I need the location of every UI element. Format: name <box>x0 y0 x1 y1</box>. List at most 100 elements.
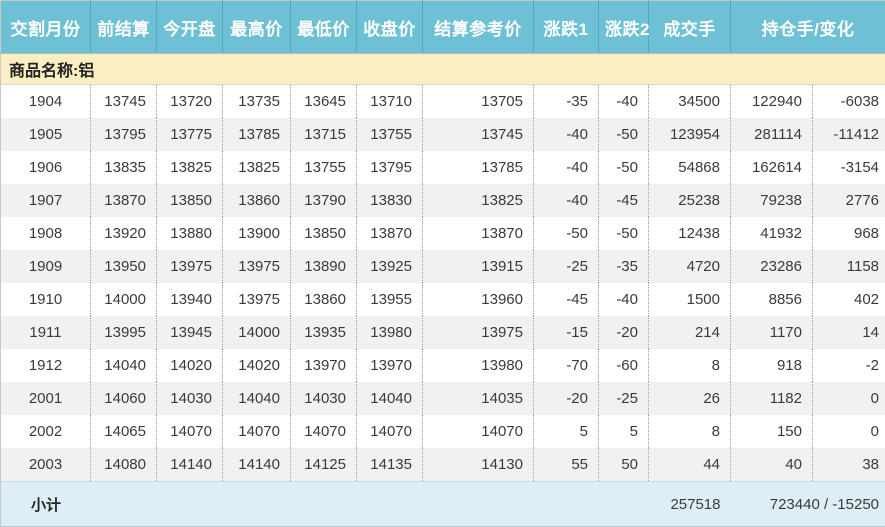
cell-close: 13980 <box>357 316 423 349</box>
cell-close: 13955 <box>357 283 423 316</box>
table-header: 交割月份 前结算 今开盘 最高价 最低价 收盘价 结算参考价 涨跌1 涨跌2 成… <box>1 1 885 54</box>
header-row: 交割月份 前结算 今开盘 最高价 最低价 收盘价 结算参考价 涨跌1 涨跌2 成… <box>1 1 885 54</box>
cell-open: 13940 <box>157 283 223 316</box>
cell-prev-settle: 14080 <box>91 448 157 482</box>
col-header-low[interactable]: 最低价 <box>291 1 357 54</box>
cell-open-interest: 281114 <box>731 118 813 151</box>
cell-change1: -40 <box>534 151 599 184</box>
cell-high: 14070 <box>223 415 291 448</box>
product-name-row: 商品名称:铝 <box>1 54 885 85</box>
table-footer: 小计 257518 723440 / -15250 <box>1 482 885 527</box>
cell-volume: 12438 <box>649 217 731 250</box>
product-name-label: 商品名称:铝 <box>1 54 885 85</box>
cell-volume: 25238 <box>649 184 731 217</box>
cell-low: 13890 <box>291 250 357 283</box>
cell-settle-reference: 13825 <box>423 184 534 217</box>
subtotal-row: 小计 257518 723440 / -15250 <box>1 482 885 527</box>
cell-change2: -50 <box>599 217 649 250</box>
cell-oi-change: 14 <box>813 316 885 349</box>
subtotal-volume: 257518 <box>649 482 731 527</box>
cell-open-interest: 23286 <box>731 250 813 283</box>
cell-delivery-month: 1908 <box>1 217 91 250</box>
cell-high: 13860 <box>223 184 291 217</box>
cell-oi-change: 968 <box>813 217 885 250</box>
cell-prev-settle: 14040 <box>91 349 157 382</box>
cell-settle-reference: 14130 <box>423 448 534 482</box>
col-header-high[interactable]: 最高价 <box>223 1 291 54</box>
cell-settle-reference: 13915 <box>423 250 534 283</box>
cell-prev-settle: 13835 <box>91 151 157 184</box>
cell-close: 13795 <box>357 151 423 184</box>
cell-change2: -40 <box>599 283 649 316</box>
cell-prev-settle: 14060 <box>91 382 157 415</box>
cell-change2: -40 <box>599 85 649 119</box>
cell-change2: -45 <box>599 184 649 217</box>
cell-high: 14040 <box>223 382 291 415</box>
cell-open-interest: 918 <box>731 349 813 382</box>
col-header-change2[interactable]: 涨跌2 <box>599 1 649 54</box>
cell-high: 13825 <box>223 151 291 184</box>
cell-volume: 26 <box>649 382 731 415</box>
col-header-delivery-month[interactable]: 交割月份 <box>1 1 91 54</box>
cell-change1: -15 <box>534 316 599 349</box>
cell-volume: 8 <box>649 349 731 382</box>
cell-open: 13945 <box>157 316 223 349</box>
cell-change1: -25 <box>534 250 599 283</box>
col-header-open[interactable]: 今开盘 <box>157 1 223 54</box>
col-header-open-interest-change[interactable]: 持仓手/变化 <box>731 1 885 54</box>
cell-open-interest: 40 <box>731 448 813 482</box>
cell-high: 13900 <box>223 217 291 250</box>
cell-prev-settle: 13870 <box>91 184 157 217</box>
cell-open: 13850 <box>157 184 223 217</box>
col-header-settle-reference[interactable]: 结算参考价 <box>423 1 534 54</box>
cell-oi-change: -6038 <box>813 85 885 119</box>
cell-low: 13790 <box>291 184 357 217</box>
cell-volume: 123954 <box>649 118 731 151</box>
cell-delivery-month: 1907 <box>1 184 91 217</box>
cell-low: 14070 <box>291 415 357 448</box>
cell-delivery-month: 1912 <box>1 349 91 382</box>
cell-settle-reference: 13980 <box>423 349 534 382</box>
cell-close: 13970 <box>357 349 423 382</box>
col-header-prev-settle[interactable]: 前结算 <box>91 1 157 54</box>
cell-high: 14000 <box>223 316 291 349</box>
col-header-volume[interactable]: 成交手 <box>649 1 731 54</box>
cell-delivery-month: 1906 <box>1 151 91 184</box>
cell-change1: 5 <box>534 415 599 448</box>
cell-change2: -60 <box>599 349 649 382</box>
cell-settle-reference: 13870 <box>423 217 534 250</box>
cell-volume: 34500 <box>649 85 731 119</box>
cell-high: 13785 <box>223 118 291 151</box>
cell-volume: 4720 <box>649 250 731 283</box>
cell-open: 13720 <box>157 85 223 119</box>
cell-low: 13645 <box>291 85 357 119</box>
cell-prev-settle: 13995 <box>91 316 157 349</box>
cell-change2: -20 <box>599 316 649 349</box>
col-header-close[interactable]: 收盘价 <box>357 1 423 54</box>
col-header-change1[interactable]: 涨跌1 <box>534 1 599 54</box>
cell-delivery-month: 1910 <box>1 283 91 316</box>
cell-open: 14020 <box>157 349 223 382</box>
cell-high: 14020 <box>223 349 291 382</box>
cell-delivery-month: 2002 <box>1 415 91 448</box>
cell-oi-change: 2776 <box>813 184 885 217</box>
cell-close: 13925 <box>357 250 423 283</box>
cell-open-interest: 1182 <box>731 382 813 415</box>
cell-change2: -50 <box>599 118 649 151</box>
cell-prev-settle: 13745 <box>91 85 157 119</box>
cell-volume: 8 <box>649 415 731 448</box>
cell-high: 13735 <box>223 85 291 119</box>
